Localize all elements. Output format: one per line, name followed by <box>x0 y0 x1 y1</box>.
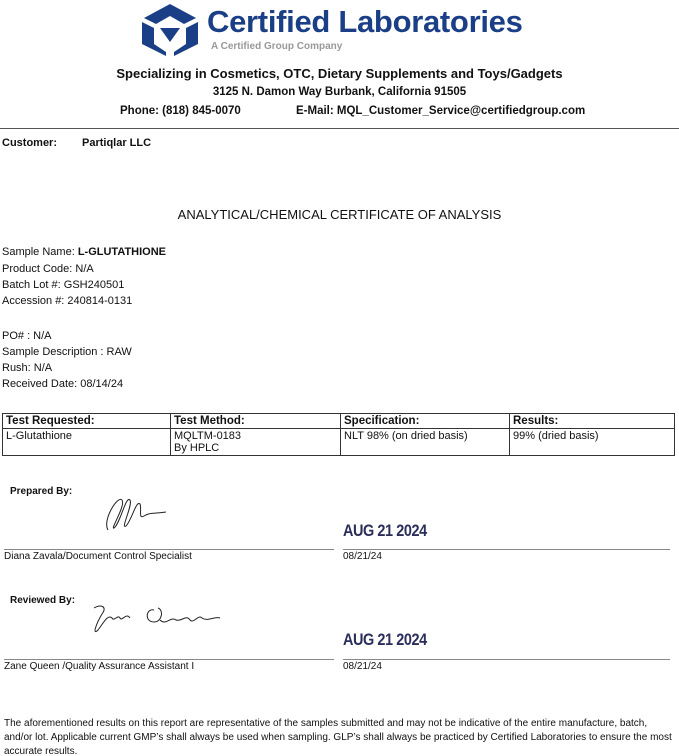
prepared-signature-line <box>4 549 334 550</box>
po-number: PO# : N/A <box>2 330 52 342</box>
phone: Phone: (818) 845-0070 <box>120 105 241 117</box>
tagline: Specializing in Cosmetics, OTC, Dietary … <box>116 66 563 81</box>
reviewed-date-stamp: AUG 21 2024 <box>343 630 427 649</box>
method-technique: By HPLC <box>174 442 220 454</box>
reviewed-signature-icon <box>93 605 221 632</box>
table-header-row: Test Requested: Test Method: Specificati… <box>2 413 675 429</box>
table-row: L-Glutathione MQLTM-0183 By HPLC NLT 98% … <box>2 428 675 456</box>
header-specification: Specification: <box>340 413 510 429</box>
customer-value: Partiqlar LLC <box>82 137 152 149</box>
sample-description: Sample Description : RAW <box>2 346 132 358</box>
customer-label: Customer: <box>2 137 58 149</box>
disclaimer: The aforementioned results on this repor… <box>4 718 672 756</box>
header-divider <box>0 128 679 129</box>
brand-subtitle: A Certified Group Company <box>211 41 343 52</box>
address: 3125 N. Damon Way Burbank, California 91… <box>212 86 467 98</box>
reviewed-by-label: Reviewed By: <box>10 595 76 606</box>
header-test-method: Test Method: <box>170 413 341 429</box>
cell-method: MQLTM-0183 By HPLC <box>170 428 341 456</box>
document-title: ANALYTICAL/CHEMICAL CERTIFICATE OF ANALY… <box>177 207 502 222</box>
sample-name-value: L-GLUTATHIONE <box>77 246 167 258</box>
rush: Rush: N/A <box>2 362 53 374</box>
prepared-signature-icon <box>106 498 167 531</box>
results-table: Test Requested: Test Method: Specificati… <box>2 413 675 456</box>
prepared-by-name: Diana Zavala/Document Control Specialist <box>4 551 192 562</box>
sample-name: Sample Name: L-GLUTATHIONE <box>2 246 166 258</box>
method-code: MQLTM-0183 <box>174 430 242 442</box>
reviewed-signature-line <box>4 659 334 660</box>
reviewed-by-name: Zane Queen /Quality Assurance Assistant … <box>4 661 195 672</box>
cell-result: 99% (dried basis) <box>509 428 675 456</box>
cell-spec: NLT 98% (on dried basis) <box>340 428 510 456</box>
cell-test: L-Glutathione <box>2 428 171 456</box>
reviewed-date: 08/21/24 <box>343 661 382 672</box>
prepared-date-stamp: AUG 21 2024 <box>343 521 427 540</box>
reviewed-date-line <box>343 659 670 660</box>
prepared-by-label: Prepared By: <box>10 486 73 497</box>
prepared-date: 08/21/24 <box>343 551 382 562</box>
brand-name: Certified Laboratories <box>207 4 523 39</box>
header-test-requested: Test Requested: <box>2 413 171 429</box>
certified-labs-logo-icon <box>142 4 198 56</box>
accession: Accession #: 240814-0131 <box>2 295 133 307</box>
sample-name-label: Sample Name: <box>2 246 78 258</box>
received-date: Received Date: 08/14/24 <box>2 378 124 390</box>
product-code: Product Code: N/A <box>2 263 94 275</box>
email: E-Mail: MQL_Customer_Service@certifiedgr… <box>296 105 586 117</box>
batch-lot: Batch Lot #: GSH240501 <box>2 279 125 291</box>
header-results: Results: <box>509 413 675 429</box>
prepared-date-line <box>343 549 670 550</box>
